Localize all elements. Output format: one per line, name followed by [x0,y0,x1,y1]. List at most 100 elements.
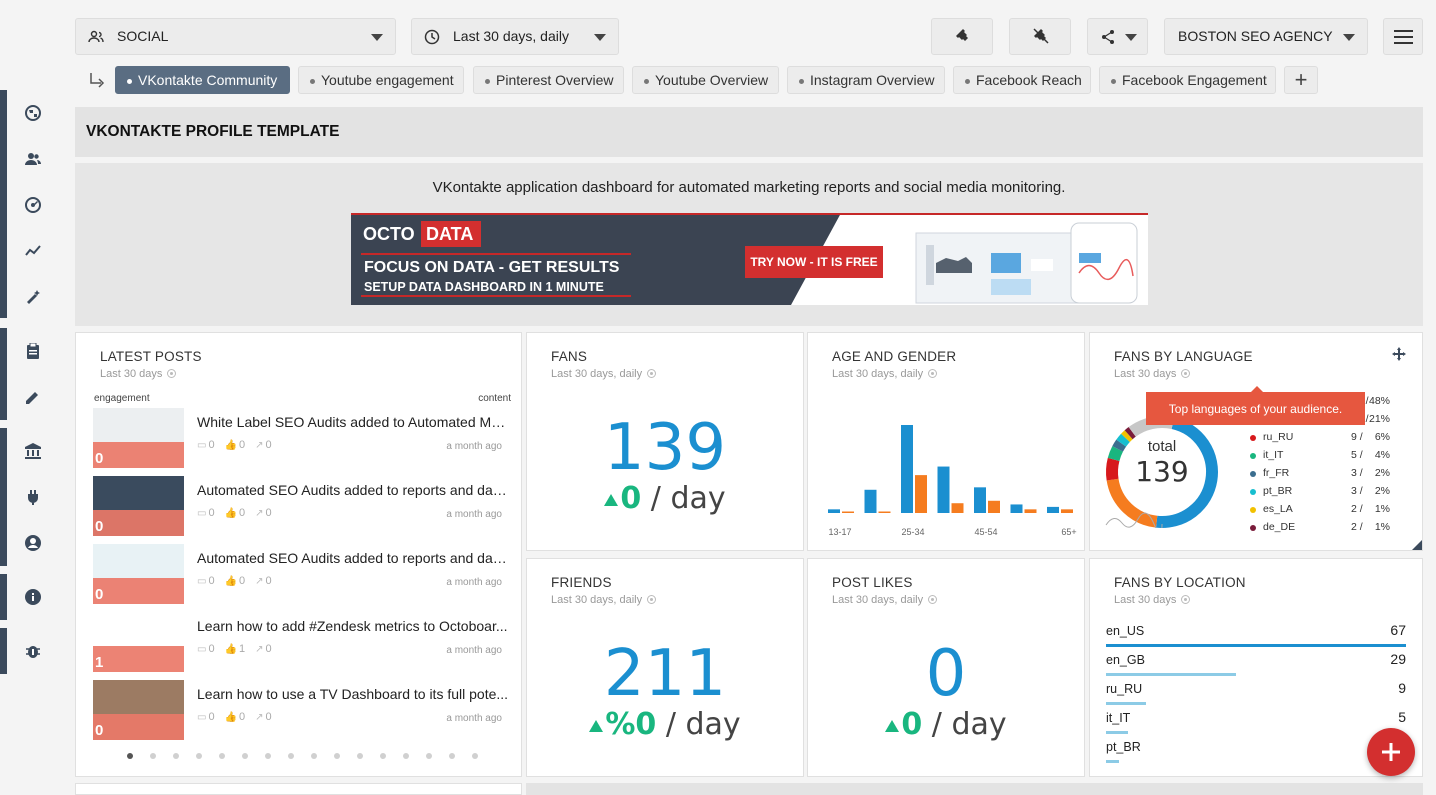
post-item[interactable]: 0 White Label SEO Audits added to Automat… [93,408,509,468]
slice-en_GB[interactable] [1106,478,1158,528]
bar-65+-series-0[interactable] [1047,506,1059,513]
legend-row-fr_FR[interactable]: fr_FR 3 / 2% [1250,467,1390,481]
location-row[interactable]: en_US 67 [1106,622,1406,652]
legend-row-es_LA[interactable]: es_LA 2 / 1% [1250,503,1390,517]
info-dot-icon[interactable] [167,369,177,378]
banner-cta-button[interactable]: TRY NOW - IT IS FREE [745,246,883,278]
post-thumbnail[interactable]: 0 [93,408,184,468]
share-button[interactable] [1087,18,1148,55]
bar-35-44-series-0[interactable] [937,466,950,513]
date-range-selector[interactable]: Last 30 days, daily [411,18,619,55]
tab-pinterest-overview[interactable]: Pinterest Overview [473,66,624,94]
post-title[interactable]: White Label SEO Audits added to Automate… [197,414,509,430]
tab-facebook-engagement[interactable]: Facebook Engagement [1099,66,1276,94]
pager-dot[interactable] [173,753,179,759]
info-dot-icon[interactable] [647,595,657,604]
pager-dot[interactable] [357,753,363,759]
move-icon[interactable] [1392,347,1406,361]
pager-dot[interactable] [288,753,294,759]
legend-row-it_IT[interactable]: it_IT 5 / 4% [1250,449,1390,463]
info-dot-icon[interactable] [1181,595,1191,604]
info-dot-icon[interactable] [928,369,938,378]
pager-dot[interactable] [127,753,133,759]
pager-dot[interactable] [334,753,340,759]
resize-handle-icon[interactable] [1412,540,1422,550]
location-row[interactable]: pt_BR [1106,740,1406,768]
info-dot-icon[interactable] [928,595,938,604]
wand-icon[interactable] [24,288,42,306]
debug-button[interactable] [1009,18,1071,55]
pager-dot[interactable] [265,753,271,759]
globe-icon[interactable] [24,104,42,122]
post-title[interactable]: Automated SEO Audits added to reports an… [197,550,509,566]
bar-45-54-series-0[interactable] [974,487,986,513]
bank-icon[interactable] [24,442,42,460]
pager-dot[interactable] [403,753,409,759]
agency-selector[interactable]: BOSTON SEO AGENCY [1164,18,1368,55]
post-thumbnail[interactable]: 0 [93,680,184,740]
pager-dot[interactable] [472,753,478,759]
slice-en_US[interactable] [1156,417,1218,528]
pager-dot[interactable] [380,753,386,759]
info-icon[interactable] [24,588,42,606]
location-row[interactable]: ru_RU 9 [1106,680,1406,710]
post-item[interactable]: 0 Automated SEO Audits added to reports a… [93,544,509,604]
bar-55-64-series-0[interactable] [1010,504,1023,513]
bar-13-17-series-0[interactable] [828,509,840,513]
promo-banner[interactable]: OCTO DATA FOCUS ON DATA - GET RESULTS SE… [351,213,1148,305]
info-dot-icon[interactable] [647,369,657,378]
clipboard-icon[interactable] [24,342,42,360]
menu-button[interactable] [1383,18,1423,55]
pager-dot[interactable] [150,753,156,759]
slice-de_DE[interactable] [1124,427,1136,440]
add-tab-button[interactable]: + [1284,66,1318,94]
post-item[interactable]: 0 Automated SEO Audits added to reports a… [93,476,509,536]
pager-dot[interactable] [219,753,225,759]
post-thumbnail[interactable]: 1 [93,612,184,672]
tab-youtube-overview[interactable]: Youtube Overview [632,66,779,94]
people-icon[interactable] [24,150,42,168]
legend-row-de_DE[interactable]: de_DE 2 / 1% [1250,521,1390,535]
info-dot-icon[interactable] [1181,369,1191,378]
slice-es_LA[interactable] [1121,430,1133,443]
post-item[interactable]: 0 Learn how to use a TV Dashboard to its … [93,680,508,740]
plug-icon[interactable] [24,488,42,506]
legend-row-ru_RU[interactable]: ru_RU 9 / 6% [1250,431,1390,445]
edit-icon[interactable] [24,388,42,406]
location-row[interactable]: it_IT 5 [1106,709,1406,739]
bar-25-34-series-0[interactable] [901,425,913,513]
post-item[interactable]: 1 Learn how to add #Zendesk metrics to Oc… [93,612,508,672]
pager-dot[interactable] [196,753,202,759]
post-thumbnail[interactable]: 0 [93,476,184,536]
tab-youtube-engagement[interactable]: Youtube engagement [298,66,464,94]
location-row[interactable]: en_GB 29 [1106,651,1406,681]
bar-18-24-series-0[interactable] [864,489,877,513]
pager-dot[interactable] [426,753,432,759]
post-thumbnail[interactable]: 0 [93,544,184,604]
legend-row-pt_BR[interactable]: pt_BR 3 / 2% [1250,485,1390,499]
bar-25-34-series-1[interactable] [915,475,927,513]
source-selector[interactable]: SOCIAL [75,18,396,55]
slice-it_IT[interactable] [1107,446,1124,462]
post-title[interactable]: Automated SEO Audits added to reports an… [197,482,509,498]
bug-icon[interactable] [24,642,42,660]
pager-dot[interactable] [311,753,317,759]
post-title[interactable]: Learn how to use a TV Dashboard to its f… [197,686,509,702]
tab-facebook-reach[interactable]: Facebook Reach [953,66,1091,94]
pager-dot[interactable] [449,753,455,759]
bar-45-54-series-1[interactable] [988,500,1000,513]
slice-pt_BR[interactable] [1116,433,1130,447]
add-widget-fab[interactable] [1367,728,1415,776]
post-title[interactable]: Learn how to add #Zendesk metrics to Oct… [197,618,508,634]
tab-vkontakte-community[interactable]: VKontakte Community [115,66,290,94]
tab-instagram-overview[interactable]: Instagram Overview [787,66,945,94]
pager-dot[interactable] [242,753,248,759]
account-icon[interactable] [24,534,42,552]
trend-icon[interactable] [24,242,42,260]
slice-fr_FR[interactable] [1112,439,1127,452]
bar-65+-series-1[interactable] [1061,509,1073,513]
integrations-button[interactable] [931,18,993,55]
slice-ru_RU[interactable] [1106,457,1120,481]
bar-35-44-series-1[interactable] [951,503,964,513]
bar-18-24-series-1[interactable] [878,511,891,514]
